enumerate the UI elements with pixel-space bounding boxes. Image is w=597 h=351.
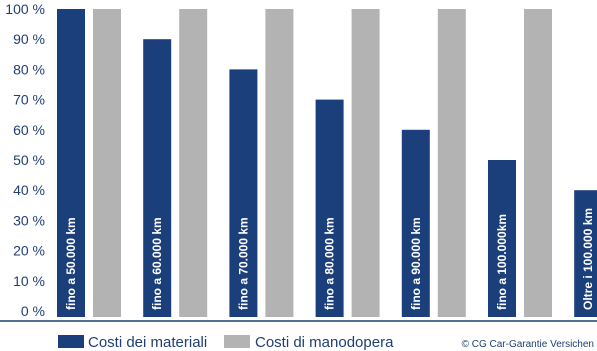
copyright-text: © CG Car-Garantie Versichen: [462, 339, 594, 350]
y-tick-label: 0 %: [21, 303, 45, 319]
category-labels-group: fino a 50.000 km fino a 60.000 km fino a 7…: [64, 208, 595, 310]
y-tick-label: 80 %: [13, 61, 45, 77]
legend-swatch-materials: [58, 335, 84, 348]
bar-materials-2: [143, 39, 172, 317]
legend-swatch-labor: [224, 335, 250, 348]
legend-label-materials: Costi dei materiali: [88, 334, 207, 351]
bar-labor-6: [524, 9, 552, 317]
bar-labor-5: [437, 9, 466, 317]
bar-materials-5: [401, 129, 430, 317]
category-label-7: Oltre i 100.000 km: [581, 208, 595, 310]
y-tick-label: 10 %: [13, 273, 45, 289]
category-label-2: fino a 60.000 km: [150, 217, 164, 310]
y-tick-label: 90 %: [13, 31, 45, 47]
bar-labor-4: [351, 9, 380, 317]
y-tick-label: 30 %: [13, 212, 45, 228]
legend: Costi dei materiali Costi di manodopera: [58, 334, 394, 351]
y-tick-label: 70 %: [13, 92, 45, 108]
bar-materials-7: [574, 190, 597, 317]
bar-materials-4: [315, 99, 344, 317]
category-label-5: fino a 90.000 km: [409, 217, 423, 310]
bars-group: [57, 9, 597, 318]
legend-label-labor: Costi di manodopera: [255, 334, 394, 351]
category-label-6: fino a 100.000km: [495, 214, 509, 310]
y-tick-label: 50 %: [13, 152, 45, 168]
y-tick-label: 40 %: [13, 182, 45, 198]
bar-materials-1: [57, 9, 85, 317]
bar-materials-3: [229, 69, 258, 318]
bar-labor-2: [179, 9, 208, 317]
category-label-3: fino a 70.000 km: [236, 217, 250, 310]
y-tick-label: 20 %: [13, 243, 45, 259]
bar-labor-3: [265, 9, 294, 317]
category-label-1: fino a 50.000 km: [64, 217, 78, 310]
bar-materials-6: [488, 160, 516, 317]
y-axis-ticks: 0 % 10 % 20 % 30 % 40 % 50 % 60 % 70 % 80 % 90 % 1…: [5, 1, 45, 319]
y-tick-label: 60 %: [13, 122, 45, 138]
y-tick-label: 100 %: [5, 1, 45, 17]
bar-labor-1: [93, 9, 121, 317]
category-label-4: fino a 80.000 km: [323, 217, 337, 310]
